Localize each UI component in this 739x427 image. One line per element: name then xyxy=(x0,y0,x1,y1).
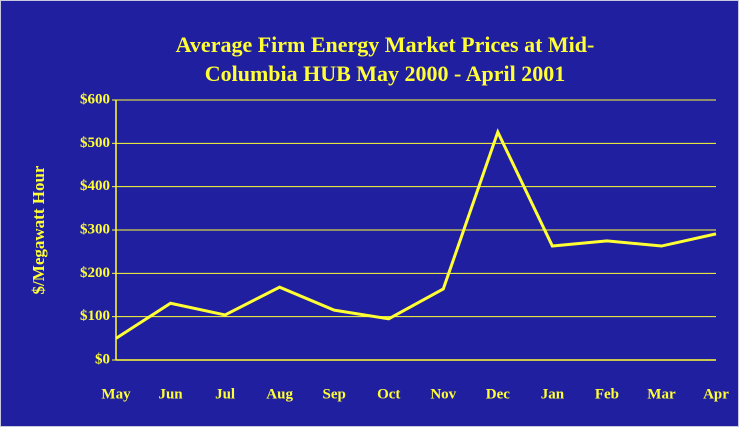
x-tick-label: Jul xyxy=(215,386,235,402)
x-tick-label: Jun xyxy=(158,386,183,402)
x-tick-label: Mar xyxy=(647,386,676,402)
y-tick-label: $200 xyxy=(80,265,110,281)
y-tick-label: $100 xyxy=(80,308,110,324)
x-tick-label: Oct xyxy=(377,386,400,402)
x-tick-label: Apr xyxy=(703,386,729,402)
chart-title: Columbia HUB May 2000 - April 2001 xyxy=(205,61,566,86)
y-tick-label: $300 xyxy=(80,221,110,237)
y-tick-label: $400 xyxy=(80,178,110,194)
x-tick-label: Nov xyxy=(430,386,456,402)
y-tick-label: $500 xyxy=(80,135,110,151)
chart-title: Average Firm Energy Market Prices at Mid… xyxy=(176,32,595,57)
x-tick-label: Jan xyxy=(541,386,565,402)
y-tick-label: $0 xyxy=(95,351,110,367)
x-tick-label: Feb xyxy=(595,386,619,402)
y-tick-label: $600 xyxy=(80,91,110,107)
x-tick-label: May xyxy=(101,386,131,402)
x-tick-label: Sep xyxy=(323,386,346,402)
line xyxy=(115,128,717,340)
y-axis-label: $/Megawatt Hour xyxy=(29,165,48,294)
x-tick-label: Aug xyxy=(266,386,293,402)
x-tick-label: Dec xyxy=(486,386,510,402)
